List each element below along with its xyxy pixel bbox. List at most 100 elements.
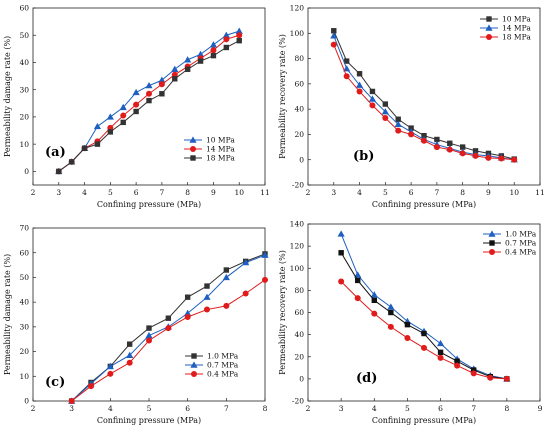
legend-marker bbox=[489, 249, 495, 255]
plot-frame bbox=[307, 7, 541, 186]
data-point bbox=[120, 119, 126, 126]
panel-label: (d) bbox=[356, 371, 377, 386]
y-tick-label: 30 bbox=[19, 322, 29, 331]
chart-panel-c: 2 3 4 5 6 7 8 0 10 20 30 40 50 60 70 Confining pressure… bbox=[0, 216, 275, 432]
y-tick-label: 20 bbox=[294, 130, 304, 139]
data-point bbox=[382, 114, 389, 121]
x-tick-label: 3 bbox=[331, 188, 336, 197]
data-point bbox=[371, 297, 377, 304]
x-tick-label: 6 bbox=[134, 188, 139, 197]
y-tick-label: 0 bbox=[24, 397, 29, 406]
data-point bbox=[88, 383, 94, 390]
plot-frame bbox=[32, 7, 266, 186]
series-line bbox=[340, 252, 507, 380]
data-point bbox=[395, 127, 402, 134]
data-point bbox=[454, 358, 460, 364]
data-point bbox=[158, 81, 165, 88]
data-point bbox=[370, 291, 378, 298]
legend-marker bbox=[486, 34, 492, 40]
data-point bbox=[197, 58, 204, 64]
y-tick-label: 20 bbox=[294, 352, 304, 361]
legend-marker bbox=[191, 371, 197, 377]
data-point bbox=[343, 73, 350, 80]
y-tick-label: 0 bbox=[299, 374, 304, 383]
legend-marker bbox=[190, 146, 196, 152]
data-point bbox=[387, 303, 395, 310]
legend-entry: 0.7 MPa bbox=[207, 361, 239, 370]
y-tick-label: 20 bbox=[19, 113, 29, 122]
y-tick-label: 0 bbox=[24, 167, 29, 176]
legend-marker bbox=[488, 230, 496, 237]
x-tick-label: 2 bbox=[306, 188, 311, 197]
data-point bbox=[146, 337, 152, 344]
data-point bbox=[159, 91, 165, 97]
x-tick-label: 3 bbox=[69, 404, 74, 413]
x-tick-label: 2 bbox=[306, 404, 311, 413]
data-point bbox=[343, 58, 350, 64]
data-point bbox=[436, 339, 445, 347]
legend-entry: 10 MPa bbox=[502, 15, 531, 24]
data-point bbox=[446, 146, 453, 153]
chart-svg: 2 3 4 5 6 7 8 9 10 11 0 10 20 30 40 50 60 Confining press… bbox=[3, 4, 270, 209]
chart-svg: 2 3 4 5 6 7 8 9 -20 0 20 40 60 80 100 120 140 Confining p… bbox=[278, 220, 543, 425]
data-point bbox=[354, 271, 362, 278]
x-tick-label: 9 bbox=[538, 404, 543, 413]
x-tick-label: 11 bbox=[260, 188, 270, 197]
y-axis-label: Permeability damage rate (%) bbox=[3, 254, 12, 375]
x-tick-label: 8 bbox=[263, 404, 268, 413]
legend-entry: 0.4 MPa bbox=[207, 370, 239, 379]
data-point bbox=[68, 398, 75, 404]
panel-label: (a) bbox=[45, 145, 66, 160]
x-tick-label: 5 bbox=[383, 188, 388, 197]
data-point bbox=[421, 137, 427, 144]
data-point bbox=[94, 141, 101, 147]
data-point bbox=[210, 47, 217, 54]
data-point bbox=[204, 283, 210, 289]
x-tick-label: 8 bbox=[460, 188, 465, 197]
data-point bbox=[210, 52, 217, 59]
chart-panel-a: 2 3 4 5 6 7 8 9 10 11 0 10 20 30 40 50 60 Confining press… bbox=[0, 0, 275, 216]
data-point bbox=[437, 354, 444, 361]
x-tick-label: 10 bbox=[509, 188, 519, 197]
x-tick-label: 3 bbox=[339, 404, 344, 413]
legend-entry: 1.0 MPa bbox=[505, 230, 537, 239]
data-point bbox=[209, 41, 218, 48]
data-point bbox=[107, 129, 114, 135]
x-tick-label: 10 bbox=[234, 188, 244, 197]
data-point bbox=[165, 315, 172, 321]
data-point bbox=[222, 31, 230, 38]
chart-svg: 2 3 4 5 6 7 8 9 10 11 -20 0 20 40 60 80 100 120 Confining … bbox=[278, 4, 545, 209]
data-point bbox=[368, 95, 377, 102]
y-tick-label: -20 bbox=[292, 181, 304, 190]
data-point bbox=[145, 331, 153, 339]
data-point bbox=[184, 313, 191, 320]
y-tick-label: 50 bbox=[19, 31, 29, 40]
x-axis-label: Confining pressure (MPa) bbox=[372, 416, 476, 425]
y-tick-label: 50 bbox=[19, 273, 29, 282]
data-point bbox=[132, 88, 140, 96]
legend-entry: 14 MPa bbox=[502, 24, 531, 33]
y-tick-label: 60 bbox=[19, 248, 29, 257]
data-point bbox=[203, 293, 211, 300]
legend-marker bbox=[190, 361, 198, 368]
data-point bbox=[388, 309, 394, 316]
y-tick-label: 40 bbox=[19, 298, 29, 307]
y-tick-label: 80 bbox=[294, 286, 304, 295]
data-point bbox=[146, 97, 152, 104]
data-point bbox=[146, 325, 152, 331]
x-tick-label: 5 bbox=[147, 404, 152, 413]
series-line bbox=[71, 279, 266, 402]
data-point bbox=[56, 168, 62, 175]
data-point bbox=[356, 88, 363, 95]
y-tick-label: 20 bbox=[19, 347, 29, 356]
data-point bbox=[204, 306, 210, 313]
data-point bbox=[408, 131, 415, 138]
y-tick-label: 70 bbox=[19, 224, 29, 233]
x-tick-label: 8 bbox=[504, 404, 509, 413]
data-point bbox=[472, 152, 479, 159]
x-tick-label: 7 bbox=[471, 404, 476, 413]
x-axis-label: Confining pressure (MPa) bbox=[97, 416, 201, 425]
data-point bbox=[355, 81, 364, 88]
y-axis-label: Permeability recovery rate (%) bbox=[278, 34, 287, 159]
data-point bbox=[119, 103, 127, 111]
